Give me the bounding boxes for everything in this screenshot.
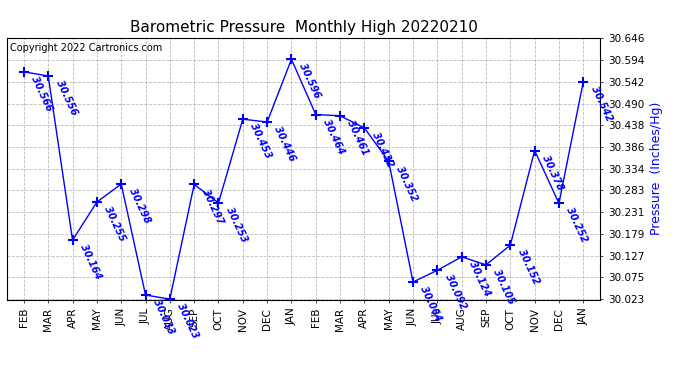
Y-axis label: Pressure  (Inches/Hg): Pressure (Inches/Hg)	[650, 102, 663, 236]
Text: 30.023: 30.023	[175, 302, 200, 340]
Text: 30.252: 30.252	[564, 206, 589, 244]
Text: 30.092: 30.092	[443, 273, 468, 311]
Text: 30.297: 30.297	[199, 187, 225, 225]
Text: 30.064: 30.064	[419, 285, 444, 323]
Text: 30.298: 30.298	[127, 187, 152, 225]
Text: 30.432: 30.432	[370, 131, 395, 169]
Text: 30.464: 30.464	[322, 117, 346, 156]
Text: Copyright 2022 Cartronics.com: Copyright 2022 Cartronics.com	[10, 43, 162, 53]
Text: 30.378: 30.378	[540, 153, 565, 192]
Text: 30.566: 30.566	[30, 75, 55, 113]
Text: 30.453: 30.453	[248, 122, 273, 160]
Text: 30.253: 30.253	[224, 206, 249, 244]
Text: 30.255: 30.255	[102, 205, 128, 243]
Text: 30.542: 30.542	[589, 85, 613, 123]
Title: Barometric Pressure  Monthly High 20220210: Barometric Pressure Monthly High 2022021…	[130, 20, 477, 35]
Text: 30.152: 30.152	[516, 248, 541, 286]
Text: 30.596: 30.596	[297, 62, 322, 100]
Text: 30.556: 30.556	[54, 79, 79, 117]
Text: 30.033: 30.033	[151, 298, 176, 336]
Text: 30.446: 30.446	[273, 125, 297, 163]
Text: 30.352: 30.352	[394, 164, 420, 202]
Text: 30.124: 30.124	[467, 260, 492, 298]
Text: 30.461: 30.461	[346, 118, 371, 157]
Text: 30.105: 30.105	[491, 268, 516, 306]
Text: 30.164: 30.164	[78, 243, 103, 281]
